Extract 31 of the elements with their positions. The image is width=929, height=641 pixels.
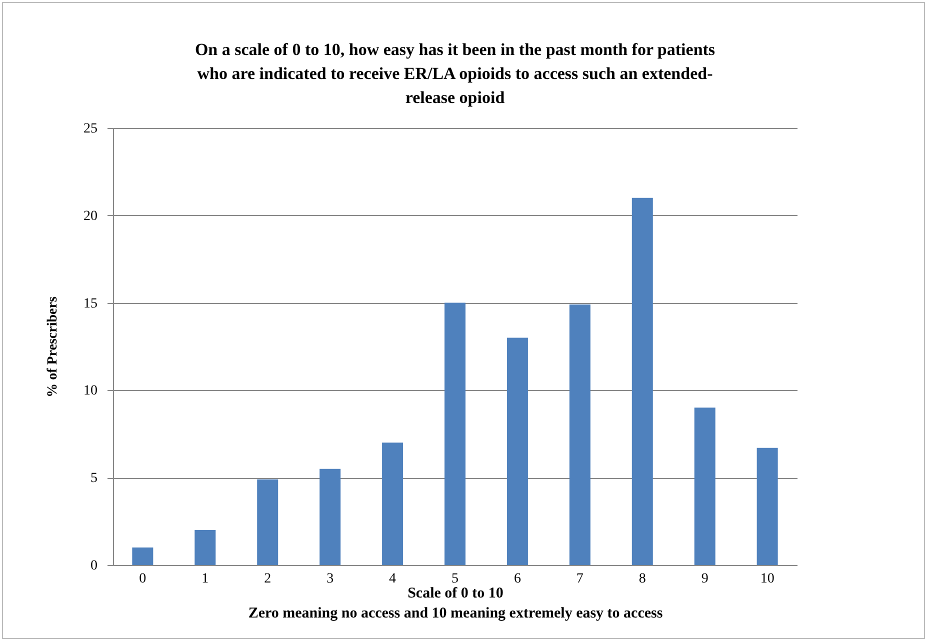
x-tick-label: 3: [326, 572, 334, 586]
bar: [506, 338, 528, 565]
bar: [632, 198, 653, 565]
x-tick-label: 9: [701, 572, 708, 586]
y-tick-label: 20: [84, 208, 98, 224]
x-tick-label: 8: [638, 572, 646, 586]
x-axis-title: Scale of 0 to 10 Zero meaning no access and 10 meaning extremely easy to access: [248, 586, 663, 622]
bar: [382, 442, 404, 565]
bar: [194, 530, 216, 565]
y-tick-label: 10: [84, 384, 98, 399]
y-tick-label: 15: [84, 296, 98, 312]
y-axis-title: % of Prescribers: [46, 296, 60, 398]
bar: [444, 302, 466, 565]
y-tick-label: 25: [84, 122, 98, 136]
x-tick-label: 5: [452, 572, 458, 586]
chart-title: On a scale of 0 to 10, how easy has it been in the past month for patients who are indicated to receive ER/LA opioids to access such an extended- release opioid: [194, 40, 716, 107]
x-tick-label: 7: [576, 572, 584, 586]
bar: [320, 468, 341, 565]
x-tick-label: 10: [760, 572, 774, 586]
bar: [569, 304, 590, 565]
x-tick-label: 4: [389, 572, 396, 586]
bar: [132, 548, 154, 565]
bar: [756, 448, 778, 565]
bar: [257, 479, 278, 565]
x-tick-label: 0: [139, 572, 146, 586]
x-tick-label: 1: [202, 572, 209, 586]
y-tick-label: 5: [90, 471, 98, 486]
x-tick-label: 2: [264, 572, 272, 586]
x-tick-label: 6: [514, 572, 521, 586]
bar: [694, 408, 716, 565]
y-tick-label: 0: [90, 558, 98, 574]
